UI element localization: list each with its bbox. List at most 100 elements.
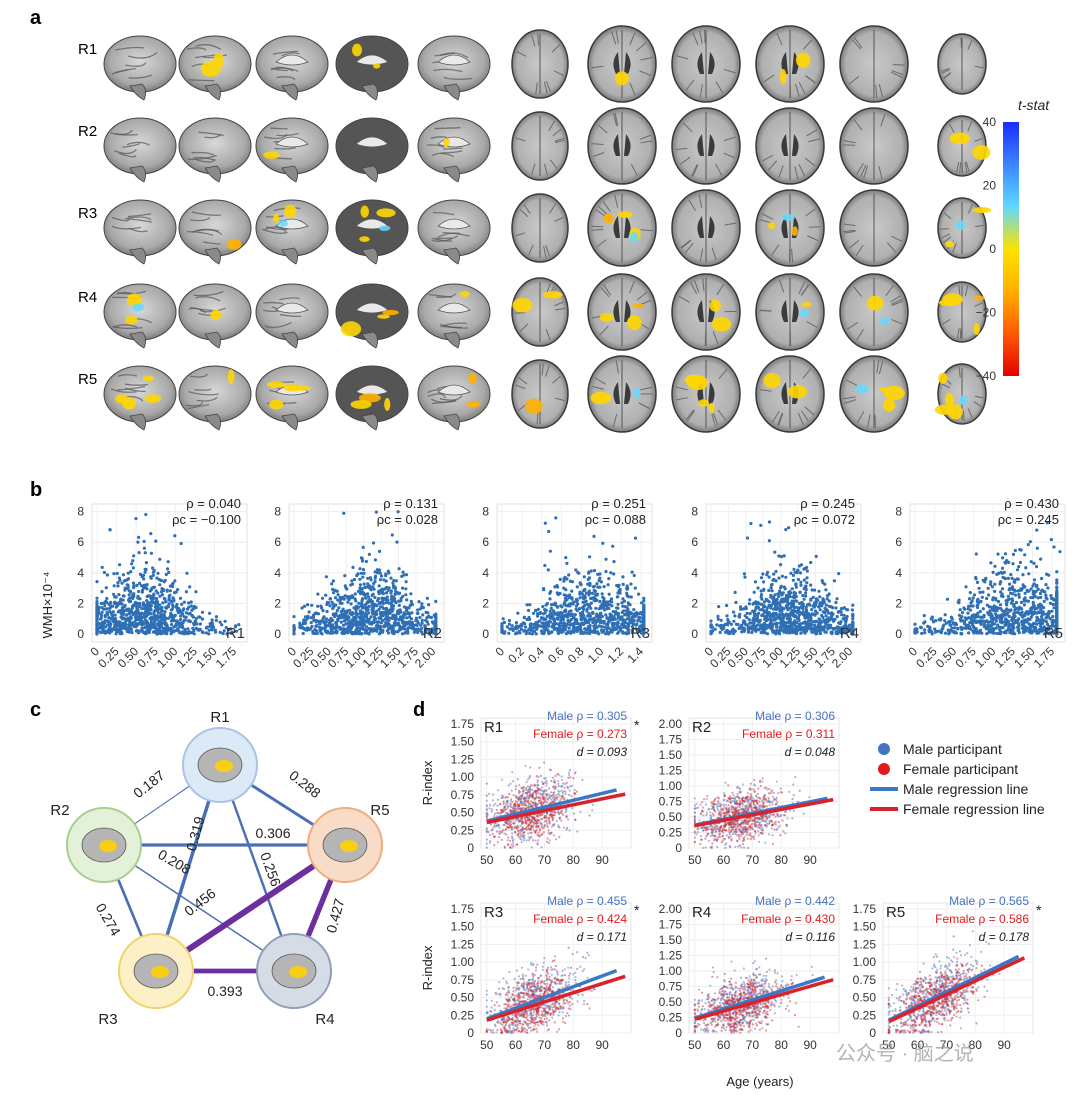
sulcus	[855, 244, 864, 257]
activation-blob-positive	[799, 309, 809, 318]
scatter-point	[371, 541, 376, 545]
scatter-point	[747, 618, 752, 622]
scatter-point	[408, 622, 412, 627]
scatter-point	[981, 590, 985, 594]
scatter-point	[966, 607, 970, 611]
scatter-point	[108, 606, 112, 610]
scatter-point	[542, 632, 546, 636]
scatter-point	[157, 622, 161, 626]
sulcus	[878, 166, 883, 180]
scatter-point	[719, 623, 723, 627]
sulcus	[190, 373, 208, 378]
scatter-point	[323, 626, 327, 630]
scatter-point	[335, 589, 339, 593]
scatter-point	[605, 622, 609, 626]
scatter-point	[103, 625, 107, 629]
scatter-point	[122, 579, 126, 583]
scatter-point	[378, 571, 382, 575]
sulcus	[195, 296, 221, 302]
sulcus	[806, 129, 818, 137]
scatter-point	[178, 625, 182, 629]
scatter-point	[1022, 630, 1026, 634]
scatter-point	[522, 629, 526, 633]
scatter-point	[578, 596, 582, 600]
scatter-point	[158, 557, 162, 561]
scatter-point	[156, 605, 160, 609]
scatter-point	[366, 592, 370, 596]
sulcus	[875, 84, 878, 99]
scatter-point	[594, 626, 598, 630]
sulcus	[191, 228, 220, 233]
activation-blob	[524, 398, 543, 414]
scatter-point	[523, 622, 527, 626]
sulcus	[843, 229, 856, 233]
scatter-point	[588, 555, 592, 559]
scatter-point	[385, 615, 389, 619]
sulcus	[265, 226, 289, 231]
scatter-point	[759, 576, 764, 580]
scatter-point	[325, 617, 329, 621]
scatter-point	[1005, 618, 1009, 622]
scatter-point	[405, 616, 409, 620]
brain-slice	[417, 199, 491, 265]
activation-blob-positive	[879, 316, 891, 325]
scatter-point	[98, 630, 102, 634]
sulcus	[967, 408, 973, 418]
sulcus	[636, 291, 648, 301]
scatter-point	[1006, 594, 1010, 598]
sulcus	[685, 79, 695, 91]
scatter-point	[798, 590, 802, 594]
scatter-point	[334, 627, 338, 632]
scatter-point	[598, 576, 602, 580]
scatter-point	[372, 618, 376, 622]
scatter-point	[1004, 613, 1008, 617]
sulcus	[891, 300, 904, 306]
scatter-point	[830, 630, 834, 634]
scatter-point	[153, 624, 157, 628]
sulcus	[515, 384, 526, 390]
scatter-point	[182, 600, 186, 604]
scatter-point	[1049, 594, 1053, 598]
scatter-point	[825, 594, 830, 598]
ytick-label: 6	[691, 535, 698, 549]
scatter-point	[365, 585, 369, 589]
ventricle	[781, 300, 799, 322]
scatter-point	[608, 630, 613, 634]
sulcus	[545, 245, 550, 257]
scatter-point	[953, 626, 957, 630]
scatter-point	[818, 629, 822, 633]
ytick-label: 4	[274, 566, 281, 580]
scatter-point	[404, 587, 408, 591]
scatter-point	[599, 613, 603, 617]
scatter-point	[582, 575, 586, 579]
scatter-point	[783, 587, 787, 591]
scatter-point	[625, 594, 629, 598]
scatter-point	[818, 608, 822, 612]
scatter-point	[769, 586, 773, 590]
scatter-point	[427, 603, 431, 607]
scatter-point	[385, 607, 389, 611]
sulcus	[431, 400, 456, 405]
sulcus	[124, 383, 149, 386]
scatter-point	[559, 617, 564, 622]
sulcus	[767, 160, 778, 171]
activation-blob	[442, 138, 450, 147]
scatter-point	[161, 588, 166, 592]
scatter-point	[387, 622, 391, 627]
scatter-point	[636, 618, 640, 623]
scatter-point	[614, 612, 618, 616]
scatter-point	[144, 561, 148, 565]
scatter-point	[514, 627, 519, 631]
scatter-point	[567, 573, 571, 577]
scatter-point	[320, 632, 324, 636]
sulcus	[853, 119, 863, 131]
scatter-point	[117, 630, 121, 634]
scatter-point	[809, 583, 813, 587]
brain-hemisphere	[103, 117, 177, 175]
xtick-label: 1.0	[585, 644, 607, 666]
scatter-point	[516, 611, 520, 615]
scatter-point	[335, 608, 339, 613]
scatter-point	[585, 609, 589, 613]
scatter-point	[409, 592, 413, 596]
scatter-point	[534, 621, 538, 625]
